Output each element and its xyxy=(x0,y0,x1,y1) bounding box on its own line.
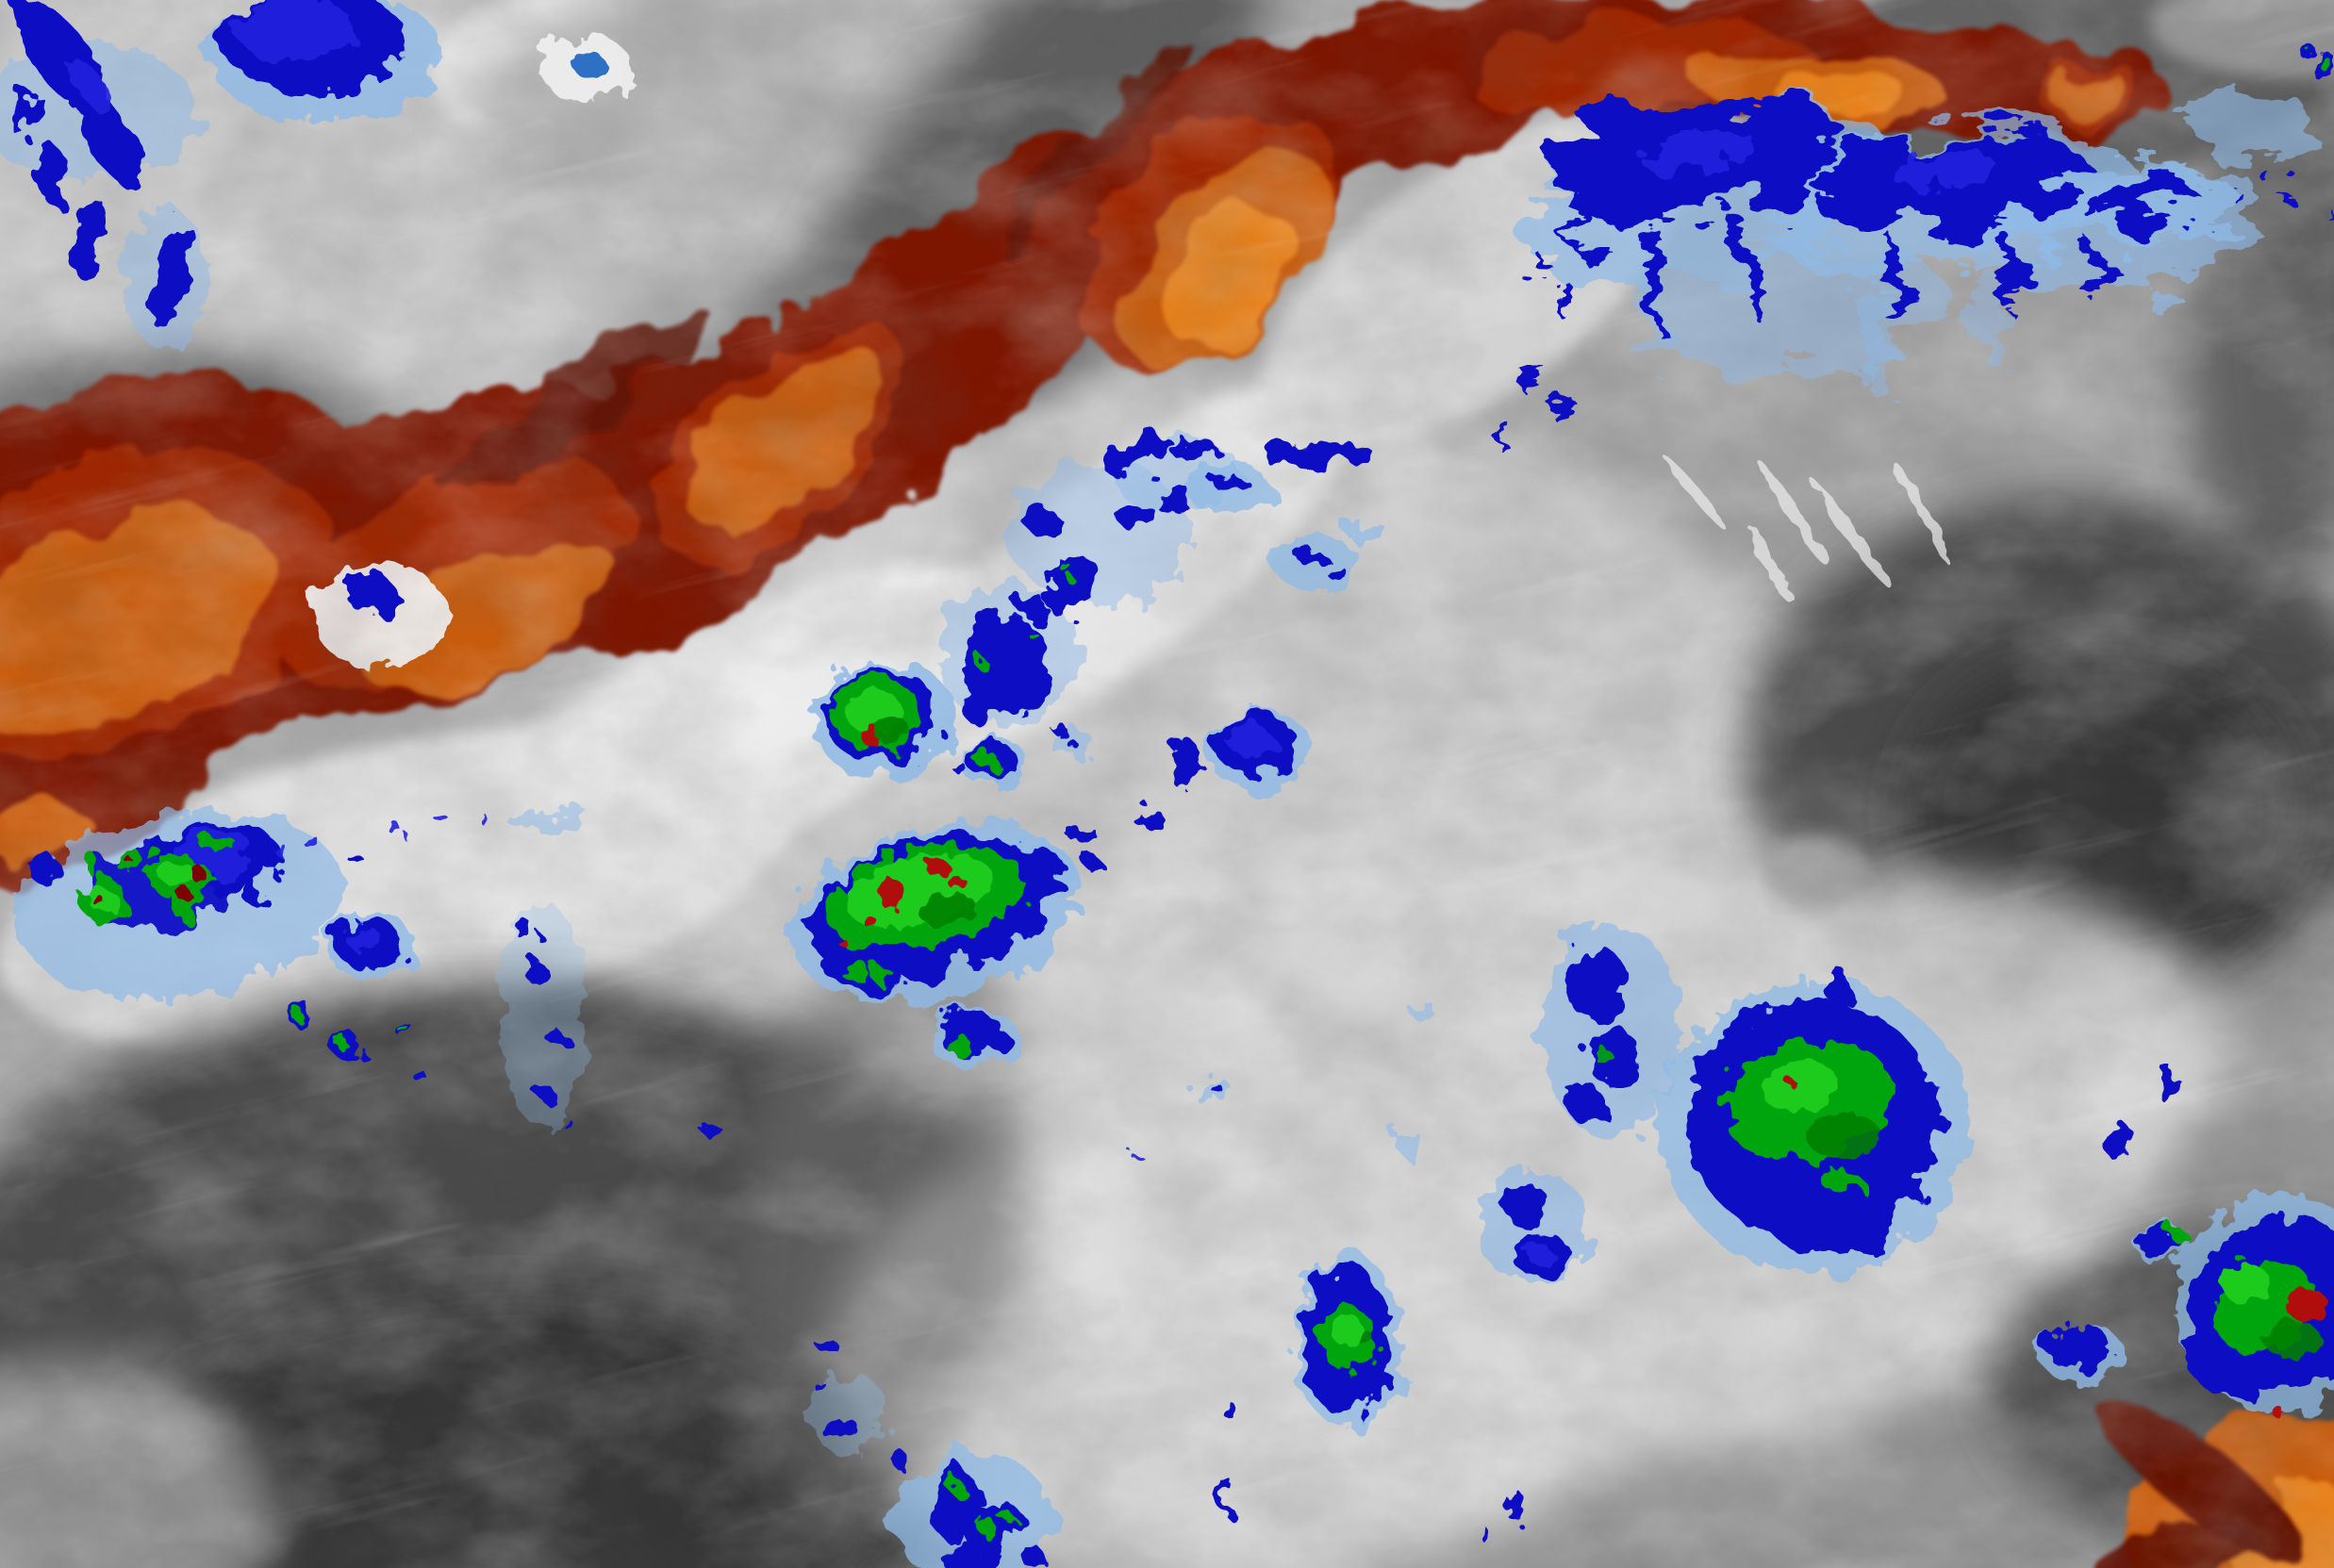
red-core xyxy=(948,876,967,889)
maroon-core xyxy=(176,887,191,900)
red-core xyxy=(2273,1409,2286,1418)
navy-blob-in-pocket xyxy=(348,572,395,616)
red-core xyxy=(837,938,847,946)
steel-blue-blob xyxy=(574,53,606,79)
red-core xyxy=(863,916,876,927)
red-core xyxy=(861,723,878,746)
satellite-canvas xyxy=(0,0,2334,1568)
maroon-core xyxy=(124,856,131,862)
maroon-core xyxy=(192,867,206,883)
red-core xyxy=(2285,1289,2328,1321)
maroon-core xyxy=(93,898,107,907)
red-core xyxy=(926,858,949,877)
red-core xyxy=(880,880,906,912)
satellite-image xyxy=(0,0,2334,1568)
red-core xyxy=(1785,1078,1795,1085)
